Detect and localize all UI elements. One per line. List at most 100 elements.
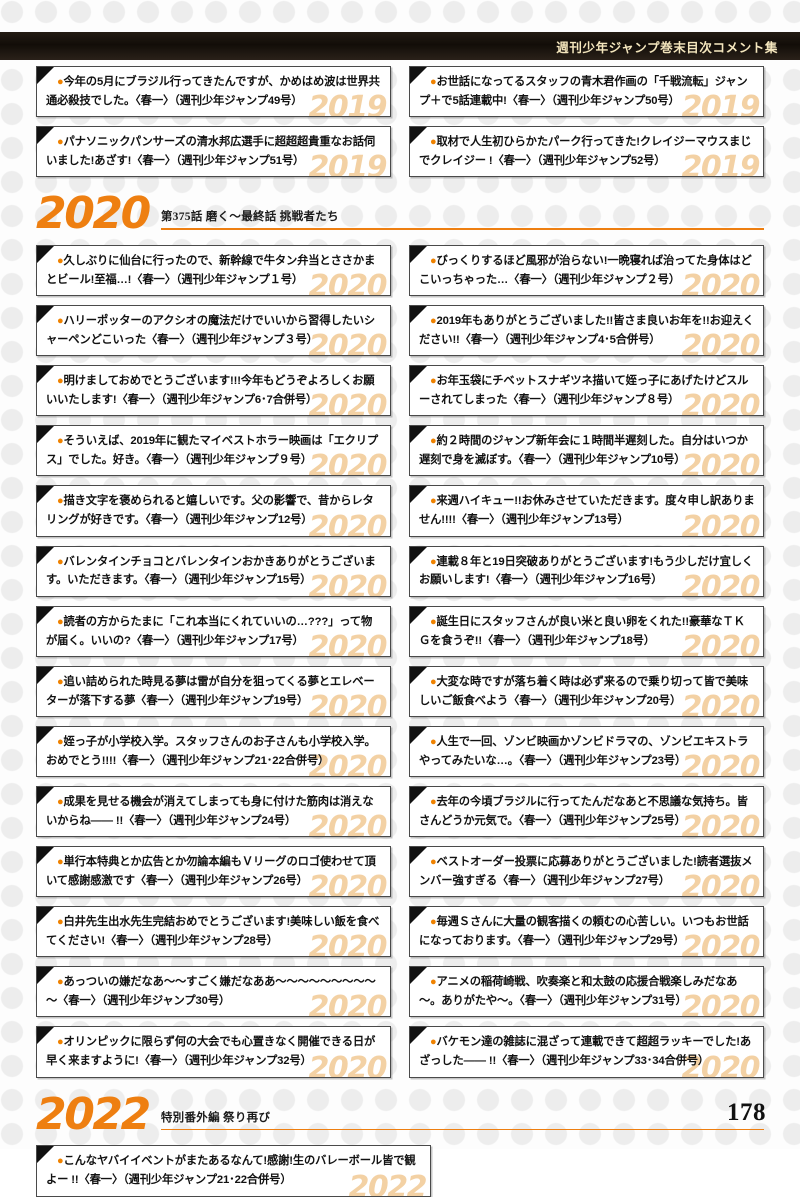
comment-text: ●人生で一回、ゾンビ映画かゾンビドラマの、ゾンビエキストラやってみたいな…。〈春…: [419, 735, 749, 767]
comment-box: 2020 ●追い詰められた時見る夢は雷が自分を狙ってくる夢とエレベーターが落下する…: [36, 665, 391, 717]
comment-text: ●追い詰められた時見る夢は雷が自分を狙ってくる夢とエレベーターが落下する夢〈春一…: [46, 675, 375, 707]
comment-box: 2019 ●パナソニックパンサーズの清水邦広選手に超超超貴重なお話伺いました!あざ…: [36, 126, 391, 178]
bullet-icon: ●: [430, 856, 437, 869]
comment-box: 2020 ●久しぶりに仙台に行ったので、新幹線で牛タン弁当とささかまとビール!至福…: [36, 245, 391, 297]
comment-box: 2019 ●取材で人生初ひらかたパーク行ってきた!クレイジーマウスまじでクレイジー…: [409, 126, 764, 178]
comment-box: 2020 ●お年玉袋にチベットスナギツネ描いて姪っ子にあげたけどスルーされてしまっ…: [409, 365, 764, 417]
comment-grid: 2022 ●こんなヤバイイベントがまたあるなんて!感謝!生のバレーボール皆で観よー…: [0, 1139, 800, 1197]
year-heading-number: 2020: [36, 188, 151, 240]
comment-box: 2020 ●2019年もありがとうございました!!皆さま良いお年を!!お迎えくださ…: [409, 305, 764, 357]
comment-box: 2020 ●描き文字を褒められると嬉しいです。父の影響で、昔からレタリングが好きで…: [36, 485, 391, 537]
comment-box: 2020 ●アニメの稲荷崎戦、吹奏楽と和太鼓の応援合戦楽しみだなあ～。ありがたや～…: [409, 966, 764, 1018]
comment-text: ●明けましておめでとうございます!!!今年もどうぞよろしくお願いいたします!〈春…: [46, 375, 375, 407]
comment-box: 2020 ●連載８年と19日突破ありがとうございます!もう少しだけ宜しくお願いしま…: [409, 545, 764, 597]
comment-box: 2020 ●白井先生出水先生完結おめでとうございます!美味しい飯を食べてください!…: [36, 906, 391, 958]
year-heading-rule: [160, 228, 764, 231]
comment-text: ●単行本特典とか広告とか勿論本編もＶリーグのロゴ使わせて頂いて感謝感激です〈春一…: [46, 856, 376, 887]
header-bar: 週刊少年ジャンプ巻末目次コメント集: [0, 32, 800, 60]
bullet-icon: ●: [57, 76, 64, 88]
comment-text: ●ハリーポッターのアクシオの魔法だけでいいから習得したいシャーペンどこいった〈春…: [46, 315, 376, 346]
bullet-icon: ●: [57, 916, 64, 929]
comment-text: ●今年の5月にブラジル行ってきたんですが、かめはめ波は世界共通必殺技でした。〈春…: [46, 76, 380, 107]
bullet-icon: ●: [430, 1036, 437, 1049]
bullet-icon: ●: [57, 1036, 64, 1049]
bullet-icon: ●: [57, 136, 64, 149]
comment-box: 2020 ●毎週Ｓさんに大量の観客描くの頼むの心苦しい。いつもお世話になっておりま…: [409, 906, 764, 958]
comment-box: 2020 ●来週ハイキュー!!お休みさせていただきます。度々申し訳ありません!!!…: [409, 485, 764, 537]
bullet-icon: ●: [430, 796, 437, 809]
comment-text: ●お世話になってるスタッフの青木君作画の「千戦流転」ジャンプ＋で5話連載中!〈春…: [419, 76, 748, 107]
year-heading-meta: 特別番外編 祭り再び: [160, 1109, 764, 1134]
comment-box: 2020 ●あっついの嫌だなあ～～すごく嫌だなああ～～～～～～～～～～〈春一〉（週…: [36, 966, 391, 1018]
bullet-icon: ●: [430, 976, 437, 989]
bullet-icon: ●: [57, 796, 64, 809]
comment-box: 2020 ●ハリーポッターのアクシオの魔法だけでいいから習得したいシャーペンどこい…: [36, 305, 391, 357]
bullet-icon: ●: [430, 255, 437, 268]
comment-text: ●来週ハイキュー!!お休みさせていただきます。度々申し訳ありません!!!!〈春一…: [419, 495, 755, 527]
bullet-icon: ●: [57, 735, 64, 748]
bullet-icon: ●: [57, 555, 64, 568]
bullet-icon: ●: [57, 856, 64, 869]
comment-text: ●アニメの稲荷崎戦、吹奏楽と和太鼓の応援合戦楽しみだなあ～。ありがたや～。〈春一…: [419, 976, 738, 1008]
comment-text: ●白井先生出水先生完結おめでとうございます!美味しい飯を食べてください!〈春一〉…: [46, 916, 380, 948]
comment-text: ●オリンピックに限らず何の大会でも心置きなく開催できる日が早く来ますように!〈春…: [46, 1036, 376, 1068]
comment-text: ●お年玉袋にチベットスナギツネ描いて姪っ子にあげたけどスルーされてしまった〈春一…: [419, 375, 749, 407]
comment-text: ●久しぶりに仙台に行ったので、新幹線で牛タン弁当とささかまとビール!至福…!〈春…: [46, 255, 376, 286]
bullet-icon: ●: [57, 615, 64, 628]
comment-box: 2020 ●誕生日にスタッフさんが良い米と良い卵をくれた!!豪華なＴＫＧを食うぞ!…: [409, 605, 764, 657]
bullet-icon: ●: [430, 136, 437, 149]
bullet-icon: ●: [57, 1155, 64, 1168]
bullet-icon: ●: [430, 76, 437, 88]
bullet-icon: ●: [57, 435, 64, 448]
comment-text: ●取材で人生初ひらかたパーク行ってきた!クレイジーマウスまじでクレイジー !〈春…: [419, 136, 752, 167]
bullet-icon: ●: [430, 375, 437, 388]
year-heading-number: 2022: [36, 1088, 151, 1140]
comment-box: 2020 ●バケモン達の雑誌に混ざって連載できて超超ラッキーでした!あざっした——…: [409, 1026, 764, 1078]
page-number: 178: [727, 1099, 766, 1126]
comment-grid: 2019 ●今年の5月にブラジル行ってきたんですが、かめはめ波は世界共通必殺技でし…: [0, 60, 800, 178]
comment-box: 2020 ●明けましておめでとうございます!!!今年もどうぞよろしくお願いいたしま…: [36, 365, 391, 417]
comment-box: 2020 ●約２時間のジャンプ新年会に１時間半遅刻した。自分はいつか遅刻で身を滅ぼ…: [409, 425, 764, 477]
bullet-icon: ●: [430, 916, 437, 929]
bullet-icon: ●: [430, 615, 437, 628]
comment-box: 2020 ●読者の方からたまに「これ本当にくれていいの…???」って物が届く。いい…: [36, 605, 391, 657]
comment-text: ●そういえば、2019年に観たマイベストホラー映画は「エクリプス」でした。好き。…: [46, 435, 379, 467]
comment-box: 2020 ●人生で一回、ゾンビ映画かゾンビドラマの、ゾンビエキストラやってみたいな…: [409, 725, 764, 778]
comment-text: ●バケモン達の雑誌に混ざって連載できて超超ラッキーでした!あざっした—— !!〈…: [419, 1036, 751, 1068]
comment-text: ●こんなヤバイイベントがまたあるなんて!感謝!生のバレーボール皆で観よー !!〈…: [46, 1155, 416, 1187]
comment-text: ●去年の今頃ブラジルに行ってたんだなあと不思議な気持ち。皆さんどうか元気で。〈春…: [419, 796, 748, 827]
comment-text: ●読者の方からたまに「これ本当にくれていいの…???」って物が届く。いいの?〈春…: [46, 615, 373, 647]
year-heading-subtitle: 特別番外編 祭り再び: [160, 1111, 271, 1124]
comment-box: 2020 ●そういえば、2019年に観たマイベストホラー映画は「エクリプス」でした…: [36, 425, 391, 477]
comment-text: ●約２時間のジャンプ新年会に１時間半遅刻した。自分はいつか遅刻で身を滅ぼす。〈春…: [419, 435, 748, 467]
comment-text: ●びっくりするほど風邪が治らない!一晩寝れば治ってた身体はどこいっちゃった…〈春…: [419, 255, 752, 286]
comment-box: 2022 ●こんなヤバイイベントがまたあるなんて!感謝!生のバレーボール皆で観よー…: [36, 1145, 431, 1197]
bullet-icon: ●: [57, 675, 64, 688]
comment-text: ●大変な時ですが落ち着く時は必ず来るので乗り切って皆で美味しいご飯食べよう〈春一…: [419, 675, 749, 707]
year-heading-rule: [160, 1128, 764, 1131]
year-heading: 2022 特別番外編 祭り再び: [0, 1078, 800, 1140]
year-heading: 2020 第375話 磨く～最終話 挑戦者たち: [0, 177, 800, 239]
header-title: 週刊少年ジャンプ巻末目次コメント集: [556, 40, 778, 55]
year-heading-meta: 第375話 磨く～最終話 挑戦者たち: [160, 208, 764, 233]
bullet-icon: ●: [57, 375, 64, 388]
comment-text: ●バレンタインチョコとバレンタインおかきありがとうございます。いただきます。〈春…: [46, 555, 376, 587]
comment-text: ●誕生日にスタッフさんが良い米と良い卵をくれた!!豪華なＴＫＧを食うぞ!!〈春一…: [419, 615, 745, 647]
year-heading-subtitle: 第375話 磨く～最終話 挑戦者たち: [160, 211, 339, 224]
comment-box: 2020 ●成果を見せる機会が消えてしまっても身に付けた筋肉は消えないからね—— …: [36, 786, 391, 838]
bullet-icon: ●: [57, 976, 64, 989]
content-area: 2019 ●今年の5月にブラジル行ってきたんですが、かめはめ波は世界共通必殺技でし…: [0, 60, 800, 1197]
comment-box: 2020 ●姪っ子が小学校入学。スタッフさんのお子さんも小学校入学。おめでとう!!…: [36, 725, 391, 778]
comment-text: ●ベストオーダー投票に応募ありがとうございました!読者選抜メンバー強すぎる〈春一…: [419, 856, 753, 887]
bullet-icon: ●: [57, 315, 64, 328]
comment-text: ●パナソニックパンサーズの清水邦広選手に超超超貴重なお話伺いました!あざす!〈春…: [46, 136, 376, 167]
bullet-icon: ●: [57, 255, 64, 268]
comment-text: ●毎週Ｓさんに大量の観客描くの頼むの心苦しい。いつもお世話になっております。〈春…: [419, 916, 749, 948]
bullet-icon: ●: [430, 675, 437, 688]
comment-box: 2020 ●びっくりするほど風邪が治らない!一晩寝れば治ってた身体はどこいっちゃっ…: [409, 245, 764, 297]
comment-box: 2019 ●お世話になってるスタッフの青木君作画の「千戦流転」ジャンプ＋で5話連載…: [409, 66, 764, 118]
bullet-icon: ●: [430, 555, 437, 568]
bullet-icon: ●: [430, 315, 437, 328]
comment-box: 2020 ●大変な時ですが落ち着く時は必ず来るので乗り切って皆で美味しいご飯食べよ…: [409, 665, 764, 717]
comment-box: 2020 ●単行本特典とか広告とか勿論本編もＶリーグのロゴ使わせて頂いて感謝感激で…: [36, 846, 391, 898]
